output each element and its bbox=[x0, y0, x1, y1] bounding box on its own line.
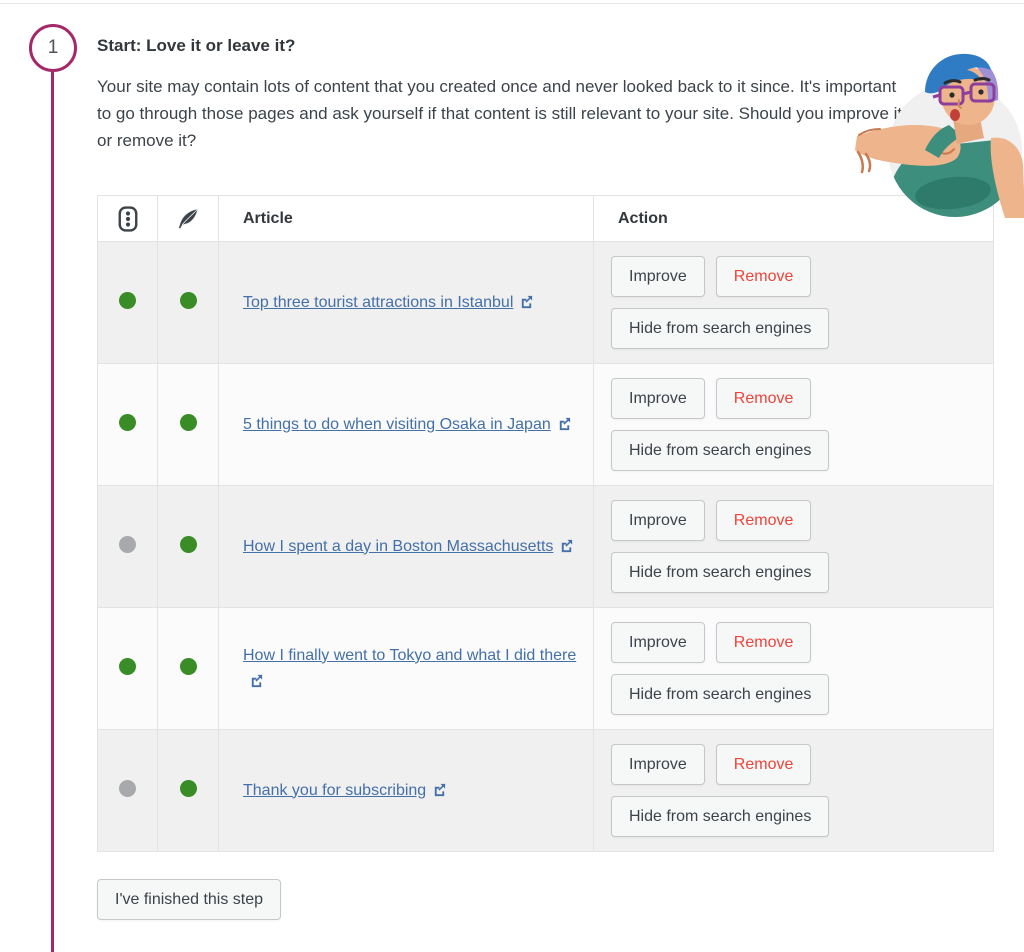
improve-button[interactable]: Improve bbox=[611, 744, 705, 785]
improve-button[interactable]: Improve bbox=[611, 500, 705, 541]
traffic-light-icon bbox=[118, 205, 137, 232]
seo-score-dot bbox=[119, 779, 136, 797]
external-link-icon bbox=[522, 295, 533, 308]
external-link-icon bbox=[559, 417, 570, 430]
external-link-icon bbox=[251, 674, 263, 687]
article-row: Top three tourist attractions in Istanbu… bbox=[97, 241, 994, 364]
hide-from-search-button[interactable]: Hide from search engines bbox=[611, 674, 830, 715]
step-number-badge: 1 bbox=[29, 24, 77, 72]
hide-from-search-button[interactable]: Hide from search engines bbox=[611, 796, 830, 837]
seo-score-dot bbox=[119, 535, 136, 553]
article-row: Thank you for subscribing Improve Remove… bbox=[97, 729, 994, 852]
external-link-icon bbox=[435, 783, 446, 796]
article-column-header: Article bbox=[218, 195, 594, 242]
improve-button[interactable]: Improve bbox=[611, 378, 705, 419]
improve-button[interactable]: Improve bbox=[611, 622, 705, 663]
article-link[interactable]: Thank you for subscribing bbox=[243, 782, 447, 799]
readability-column-header bbox=[157, 195, 219, 242]
readability-score-dot bbox=[179, 535, 197, 553]
remove-button[interactable]: Remove bbox=[715, 500, 812, 541]
readability-score-dot bbox=[179, 779, 197, 797]
hide-from-search-button[interactable]: Hide from search engines bbox=[611, 552, 830, 593]
action-buttons: Improve Remove Hide from search engines bbox=[594, 730, 993, 851]
remove-button[interactable]: Remove bbox=[715, 256, 812, 297]
action-buttons: Improve Remove Hide from search engines bbox=[594, 608, 993, 729]
articles-table-header: Article Action bbox=[97, 195, 994, 242]
seo-score-dot bbox=[119, 413, 136, 431]
step-number: 1 bbox=[47, 37, 59, 58]
top-divider bbox=[0, 3, 1024, 4]
step-progress-line bbox=[51, 72, 54, 952]
remove-button[interactable]: Remove bbox=[715, 744, 812, 785]
hide-from-search-button[interactable]: Hide from search engines bbox=[611, 430, 830, 471]
article-link[interactable]: How I spent a day in Boston Massachusett… bbox=[243, 538, 574, 555]
finished-step-button[interactable]: I've finished this step bbox=[97, 879, 282, 920]
seo-score-dot bbox=[119, 291, 136, 309]
person-stretching-illustration bbox=[855, 40, 1024, 220]
external-link-icon bbox=[562, 539, 573, 552]
article-link[interactable]: How I finally went to Tokyo and what I d… bbox=[243, 647, 576, 690]
readability-score-dot bbox=[179, 291, 197, 309]
action-buttons: Improve Remove Hide from search engines bbox=[594, 242, 993, 363]
remove-button[interactable]: Remove bbox=[715, 622, 812, 663]
article-link[interactable]: Top three tourist attractions in Istanbu… bbox=[243, 294, 534, 311]
readability-score-dot bbox=[179, 657, 197, 675]
remove-button[interactable]: Remove bbox=[715, 378, 812, 419]
step-description: Your site may contain lots of content th… bbox=[97, 77, 903, 150]
seo-score-dot bbox=[119, 657, 136, 675]
action-buttons: Improve Remove Hide from search engines bbox=[594, 364, 993, 485]
article-link[interactable]: 5 things to do when visiting Osaka in Ja… bbox=[243, 416, 572, 433]
seo-score-column-header bbox=[97, 195, 158, 242]
improve-button[interactable]: Improve bbox=[611, 256, 705, 297]
hide-from-search-button[interactable]: Hide from search engines bbox=[611, 308, 830, 349]
article-row: How I finally went to Tokyo and what I d… bbox=[97, 607, 994, 730]
articles-table: Article Action Top three tourist attract… bbox=[97, 195, 994, 852]
step-content: Start: Love it or leave it? Your site ma… bbox=[97, 0, 994, 920]
article-row: How I spent a day in Boston Massachusett… bbox=[97, 485, 994, 608]
action-buttons: Improve Remove Hide from search engines bbox=[594, 486, 993, 607]
readability-score-dot bbox=[179, 413, 197, 431]
feather-icon bbox=[178, 208, 199, 230]
step-title: Start: Love it or leave it? bbox=[97, 36, 296, 55]
article-row: 5 things to do when visiting Osaka in Ja… bbox=[97, 363, 994, 486]
